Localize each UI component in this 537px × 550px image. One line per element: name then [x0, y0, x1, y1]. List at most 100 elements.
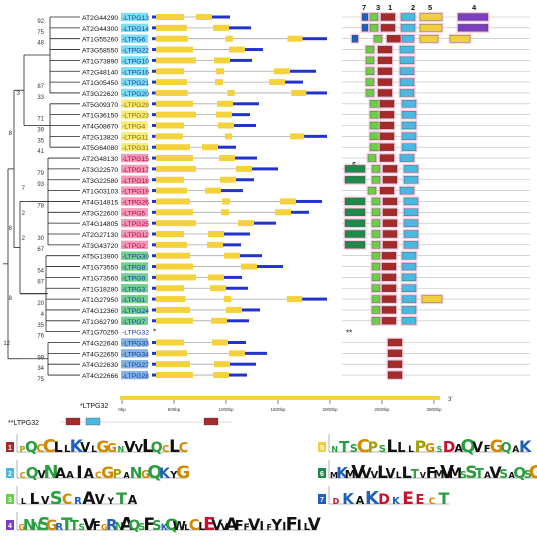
gene-exon — [211, 317, 227, 324]
gene-utr — [152, 243, 156, 247]
ltpg-name-label: -LTPG18 — [122, 178, 149, 185]
motif-box — [387, 349, 403, 358]
ltpg-name-label: -LTPG31 — [122, 145, 149, 152]
ltpg-name-label: -LTPG26 — [122, 199, 149, 206]
motif-box — [371, 176, 381, 184]
gene-exon — [224, 252, 240, 259]
motif-box — [399, 154, 415, 162]
motif-box — [387, 338, 403, 347]
logo-letter: I — [282, 520, 286, 533]
gene-exon — [156, 100, 193, 107]
gene-exon — [156, 198, 190, 205]
logo-letter: P — [20, 445, 26, 454]
logo-letter: G — [141, 468, 150, 481]
ltpg-name-label: -LTPG13 — [122, 15, 149, 22]
logo-letter: C — [429, 497, 436, 507]
motif-box — [379, 186, 395, 195]
gene-structure-panel: * — [152, 14, 327, 379]
gene-utr — [152, 232, 156, 236]
gene-utr — [224, 232, 250, 236]
logo-letter: C — [36, 442, 44, 455]
gene-utr — [152, 373, 156, 377]
gene-utr — [304, 134, 327, 138]
motif-box — [401, 132, 417, 141]
motif-number-label: 4 — [472, 3, 477, 12]
motif-box — [371, 208, 381, 216]
logo-letter: N — [115, 520, 124, 533]
logo-letter: C — [20, 471, 26, 480]
logo-number: 7 — [320, 497, 324, 504]
logo-number-box — [6, 520, 14, 530]
bootstrap-value: 76 — [37, 334, 44, 340]
gene-exon — [155, 296, 186, 303]
motif-box — [381, 262, 397, 271]
ltpg-highlight — [121, 208, 148, 217]
gene-utr — [152, 167, 156, 171]
gene-id-label: AT2G44290 — [82, 15, 118, 22]
motif-box — [380, 24, 396, 32]
motif-box — [382, 208, 398, 216]
logo-letter: T — [70, 519, 79, 534]
ltpg-highlight — [121, 218, 148, 228]
gene-id-label: AT1G73890 — [82, 58, 118, 65]
motif-box — [361, 24, 369, 32]
motif-box — [401, 252, 417, 260]
gene-exon — [215, 79, 223, 86]
ltpg-name-label: -LTPG20 — [122, 91, 149, 98]
ltpg-name-label: -LTPG34 — [122, 351, 149, 358]
logo-letter: A — [225, 515, 239, 535]
logo-number-box — [6, 442, 14, 452]
motif-box — [371, 317, 381, 325]
bootstrap-value: 2 — [22, 236, 26, 242]
motif-box — [399, 78, 415, 86]
logo-letter: V — [37, 468, 46, 481]
gene-id-label: AT1G36150 — [82, 113, 118, 120]
logo-letter: S — [524, 468, 532, 481]
gene-exon — [207, 241, 223, 248]
gene-utr — [227, 319, 249, 323]
ltpg-name-label: -LTPG32 — [122, 330, 149, 337]
logo-letter: Y — [169, 470, 178, 481]
gene-exon — [214, 361, 230, 368]
bootstrap-value: 33 — [37, 95, 44, 101]
logo-letter: A — [484, 471, 491, 481]
gene-exon — [156, 209, 193, 216]
gene-exon — [202, 144, 218, 151]
logo-letter: Q — [128, 518, 140, 534]
logo-letter: G — [107, 441, 117, 455]
motif-box — [371, 306, 381, 314]
scale-tick-label: 3000bp — [426, 407, 442, 412]
gene-utr — [229, 26, 251, 30]
motif-box — [377, 56, 393, 65]
ltpg-highlight — [121, 45, 148, 54]
motif-box — [371, 262, 381, 271]
motif-box — [381, 317, 397, 325]
ltpg-name-label: -LTPG5 — [122, 210, 146, 217]
logo-letter: A — [128, 493, 138, 507]
logo-letter: L — [198, 520, 205, 533]
motif-box — [401, 143, 417, 151]
motif-box — [365, 45, 375, 54]
motif-box — [365, 56, 375, 65]
logo-number: 5 — [320, 445, 324, 452]
ltpg-name-label: -LTPG29 — [122, 102, 149, 109]
logo-letter: S — [465, 463, 477, 483]
motif-box — [382, 176, 398, 184]
logo-letter: K — [365, 488, 380, 509]
bootstrap-value: 41 — [37, 149, 44, 155]
motif-box — [367, 186, 377, 195]
ltpg-highlight — [121, 77, 148, 87]
logo-letter: G — [490, 437, 504, 457]
ltpg-name-label: -LTPG9 — [122, 275, 146, 282]
ltpg-name-label: -LTPG3 — [122, 286, 146, 293]
logo-letter: V — [361, 466, 372, 482]
logo-letter: K — [161, 523, 169, 533]
bootstrap-value: 67 — [37, 247, 44, 253]
gene-id-label: AT3G22600 — [82, 210, 118, 217]
logo-letter: D — [443, 438, 455, 456]
logo-letter: V — [248, 515, 261, 534]
bootstrap-value: 7 — [22, 186, 26, 192]
bootstrap-value: 39 — [37, 128, 44, 134]
gene-utr — [152, 26, 156, 30]
logo-letter: L — [396, 471, 402, 481]
